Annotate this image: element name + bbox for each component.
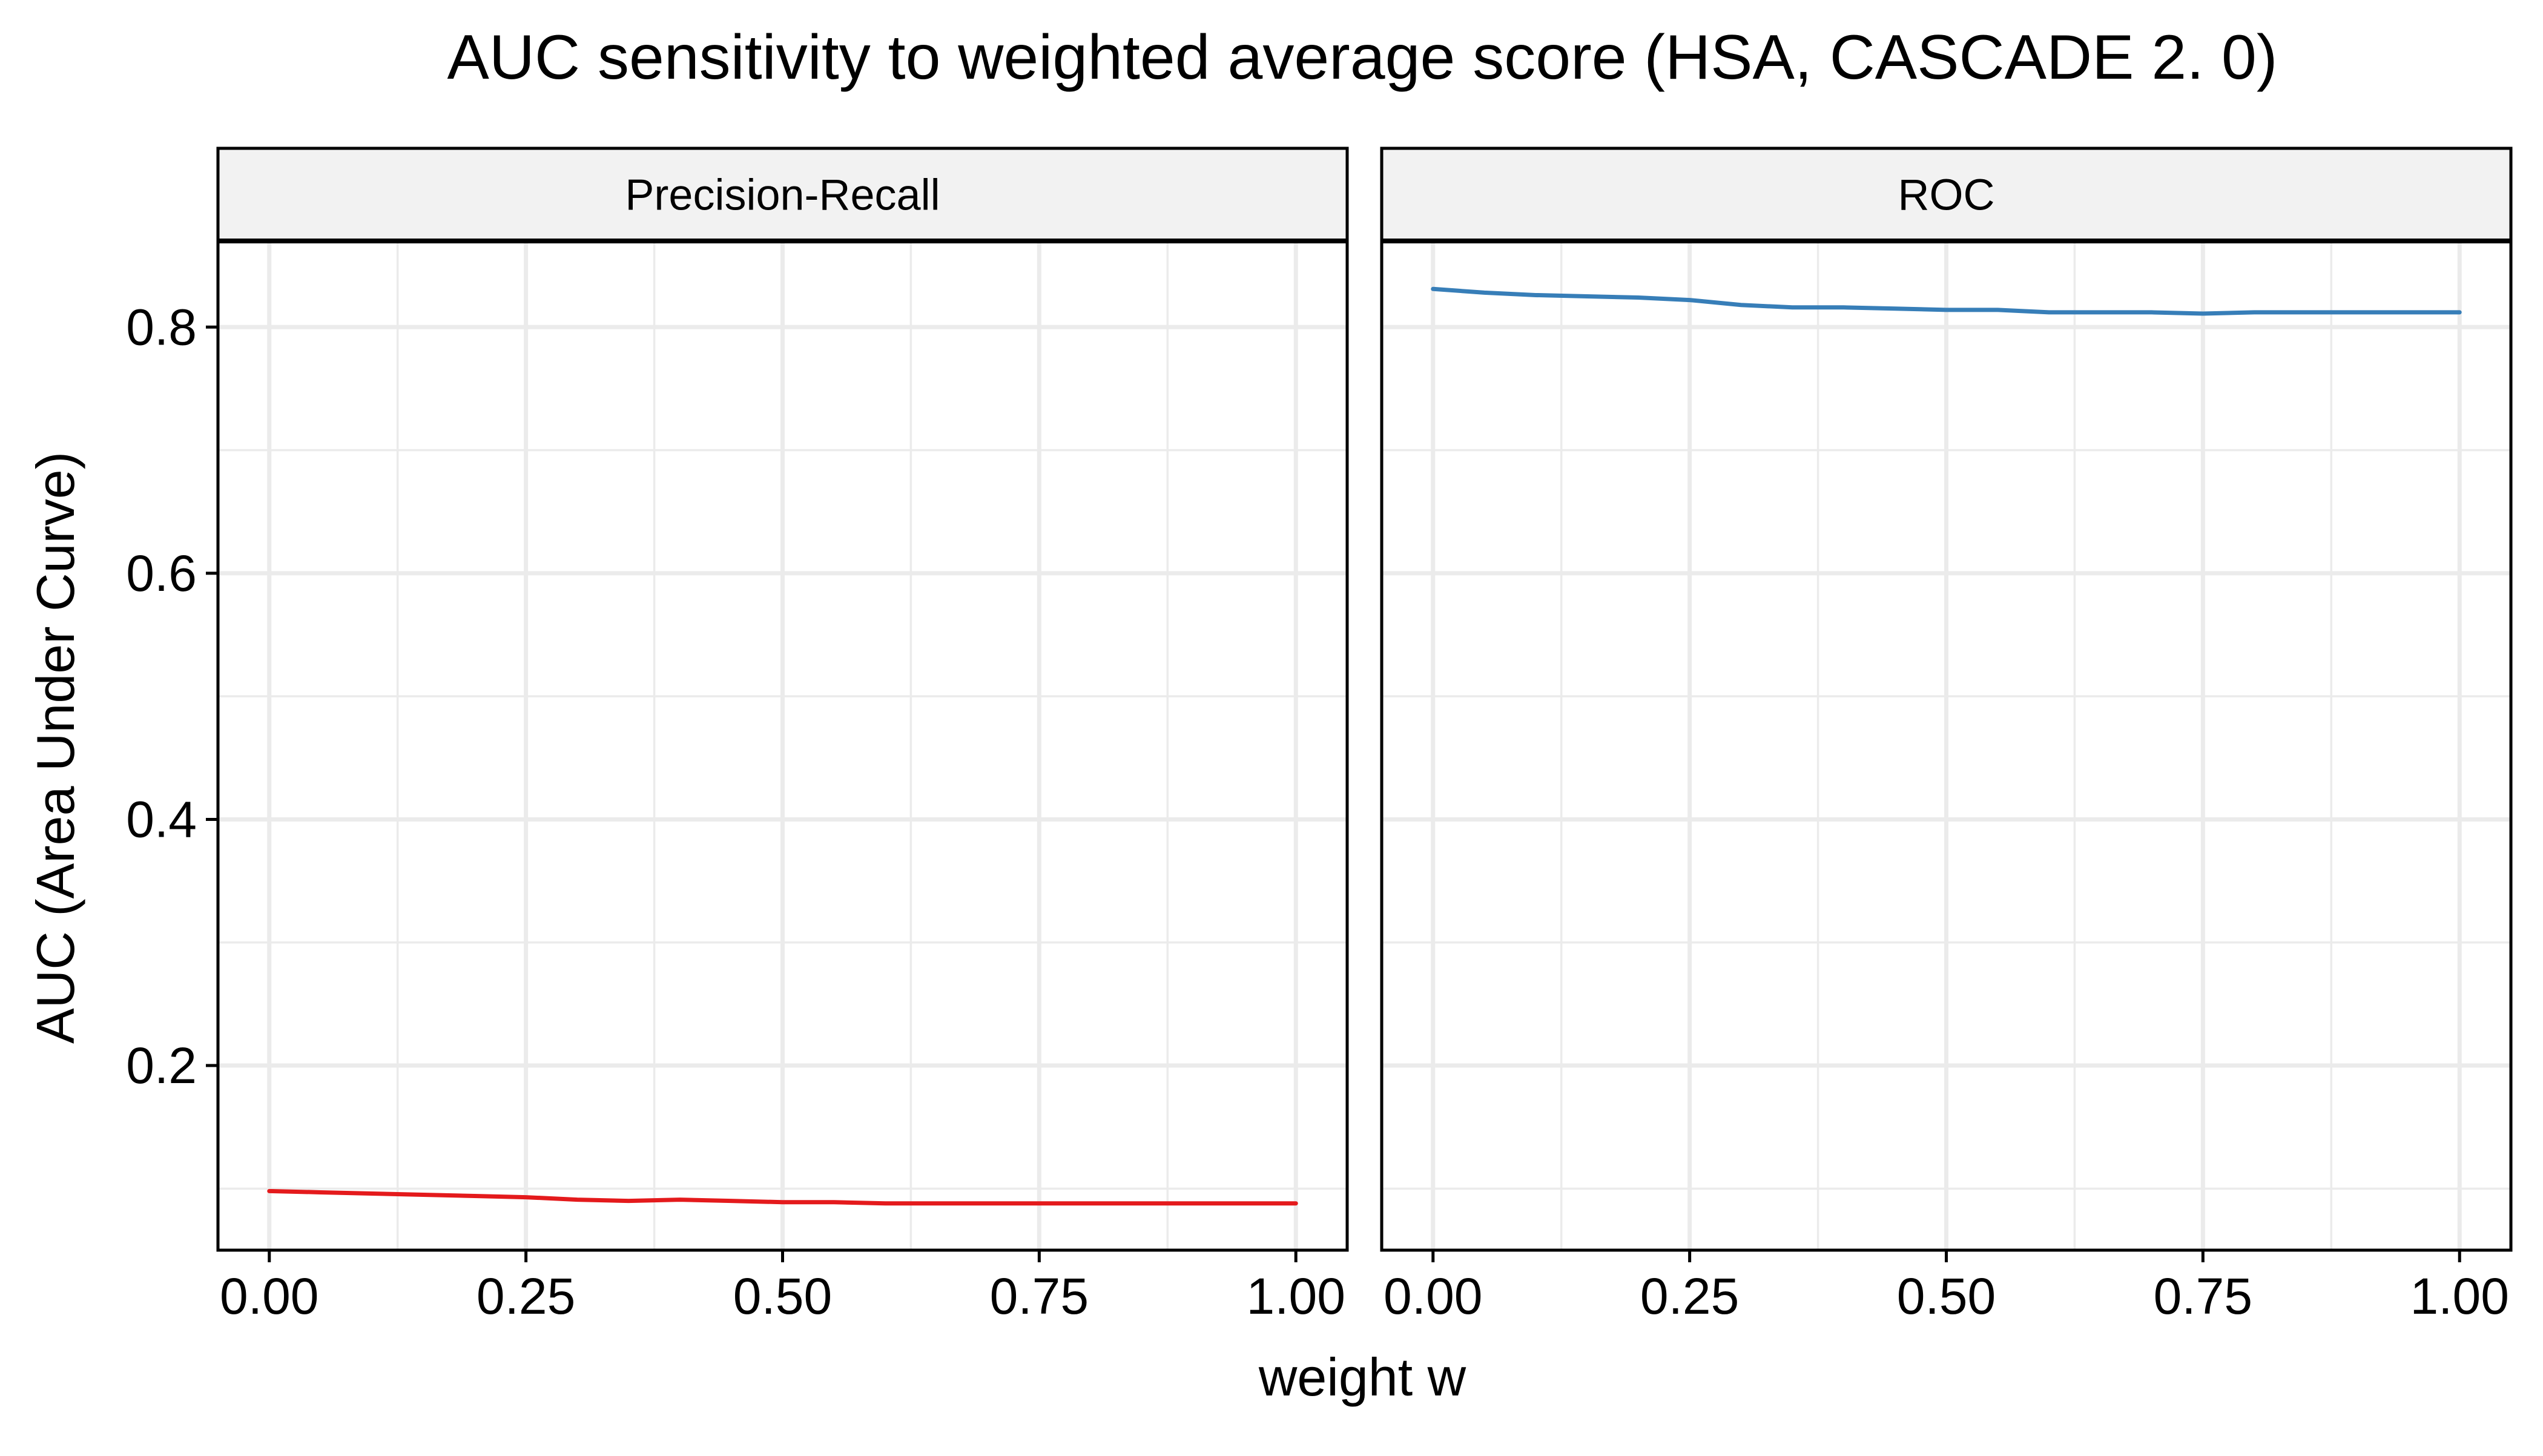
y-tick-label: 0.4 (126, 791, 197, 848)
series-line-precision-recall (267, 1188, 1298, 1206)
y-tick-label: 0.8 (126, 298, 197, 355)
x-tick-label: 0.00 (1384, 1268, 1483, 1325)
facet-strip-label: Precision-Recall (625, 171, 940, 220)
x-axis-title: weight w (1258, 1347, 1466, 1407)
x-tick-label: 1.00 (2410, 1268, 2509, 1325)
x-tick-label: 0.00 (220, 1268, 319, 1325)
x-tick-label: 0.75 (2154, 1268, 2253, 1325)
y-tick-label: 0.6 (126, 545, 197, 602)
panel-precision-recall: Precision-Recall 0.00 0.25 0.50 0.75 1.00 0.2 0… (126, 147, 1349, 1325)
facet-strip (216, 147, 1349, 243)
facet-strip (1380, 147, 2513, 243)
x-tick-label: 0.75 (990, 1268, 1089, 1325)
x-tick-label: 0.25 (1640, 1268, 1740, 1325)
x-tick-label: 0.50 (1897, 1268, 1996, 1325)
facet-strip-label: ROC (1898, 171, 1995, 220)
chart-title: AUC sensitivity to weighted average scor… (447, 22, 2278, 93)
y-axis-title: AUC (Area Under Curve) (25, 452, 85, 1044)
facet-panels: Precision-Recall 0.00 0.25 0.50 0.75 1.00 0.2 0… (126, 147, 2513, 1325)
series-line-roc (1431, 286, 2462, 316)
x-tick-label: 0.25 (477, 1268, 576, 1325)
x-tick-label: 0.50 (733, 1268, 833, 1325)
panel-roc: ROC 0.00 0.25 0.50 0.75 1.00 (1380, 147, 2513, 1325)
y-tick-label: 0.2 (126, 1037, 197, 1094)
x-tick-label: 1.00 (1246, 1268, 1345, 1325)
